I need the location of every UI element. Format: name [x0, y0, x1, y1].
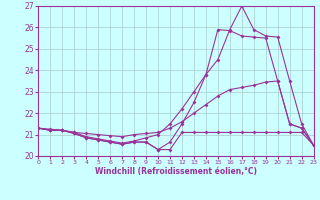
X-axis label: Windchill (Refroidissement éolien,°C): Windchill (Refroidissement éolien,°C)	[95, 167, 257, 176]
